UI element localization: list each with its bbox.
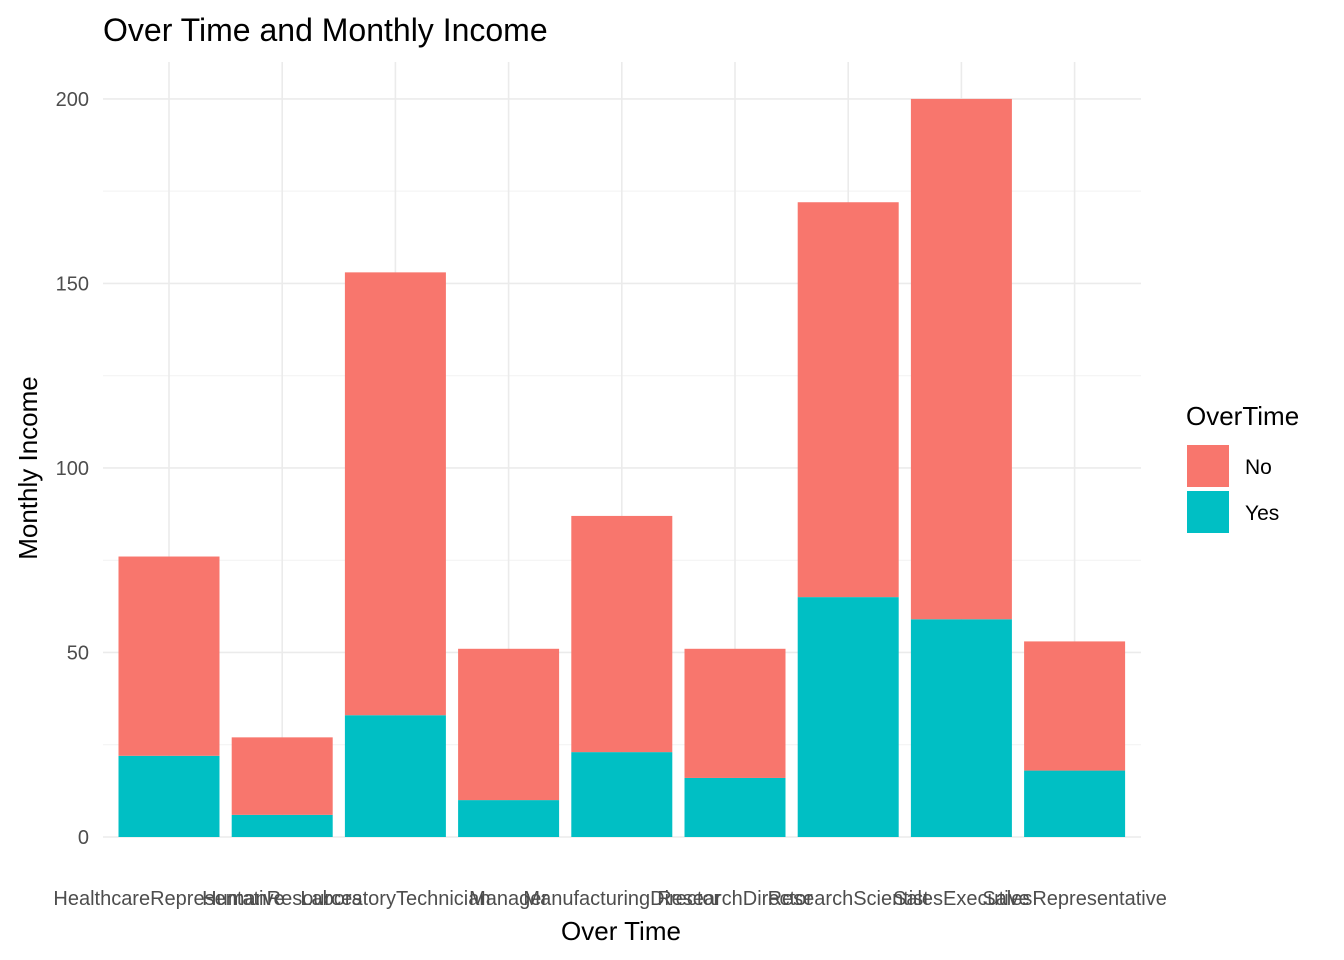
bar-no-salesexecutive [910,98,1012,620]
y-tick-label: 100 [56,458,89,480]
y-tick-label: 200 [56,89,89,111]
bar-no-manufacturingdirector [571,515,673,753]
x-tick-label: ResearchDirector [657,888,813,910]
legend-label-no: No [1245,456,1272,479]
x-tick-label: LaboratoryTechnician [300,888,490,910]
x-tick-label: Manager [469,888,548,910]
legend-label-yes: Yes [1245,502,1279,525]
bar-yes-humanresources [231,814,333,837]
bar-no-researchdirector [684,648,786,778]
y-tick-label: 50 [67,642,89,664]
x-axis-ticks: HealthcareRepresentativeHumanResourcesLa… [53,888,1167,910]
x-axis-title: Over Time [561,916,681,946]
x-tick-label: SalesRepresentative [982,888,1167,910]
x-tick-label: HumanResources [202,888,362,910]
bar-yes-manufacturingdirector [571,752,673,837]
y-axis-title: Monthly Income [13,376,43,560]
bar-yes-manager [458,800,560,837]
legend-key-no [1187,445,1229,487]
bars [118,98,1126,837]
legend: OverTime No Yes [1186,401,1299,533]
x-tick-label: SalesExecutive [893,888,1030,910]
bar-no-salesrepresentative [1024,641,1126,771]
x-tick-label: ResearchScientist [768,888,930,910]
x-tick-label: ManufacturingDirector [523,888,720,910]
bar-no-researchscientist [797,202,899,598]
x-tick-label: HealthcareRepresentative [53,888,284,910]
bar-yes-healthcarerepresentative [118,755,220,837]
y-axis-ticks: 0 50 100 150 200 [56,89,89,849]
y-tick-label: 150 [56,273,89,295]
bar-yes-researchdirector [684,777,786,837]
bar-no-humanresources [231,737,333,815]
bar-no-laboratorytechnician [344,272,446,716]
bar-no-healthcarerepresentative [118,556,220,756]
bar-yes-laboratorytechnician [344,715,446,837]
legend-key-yes [1187,491,1229,533]
bar-yes-researchscientist [797,597,899,837]
legend-title: OverTime [1186,401,1299,431]
bar-yes-salesexecutive [910,619,1012,837]
bar-no-manager [458,648,560,801]
chart-title: Over Time and Monthly Income [103,12,548,48]
bar-yes-salesrepresentative [1024,770,1126,837]
y-tick-label: 0 [78,827,89,849]
